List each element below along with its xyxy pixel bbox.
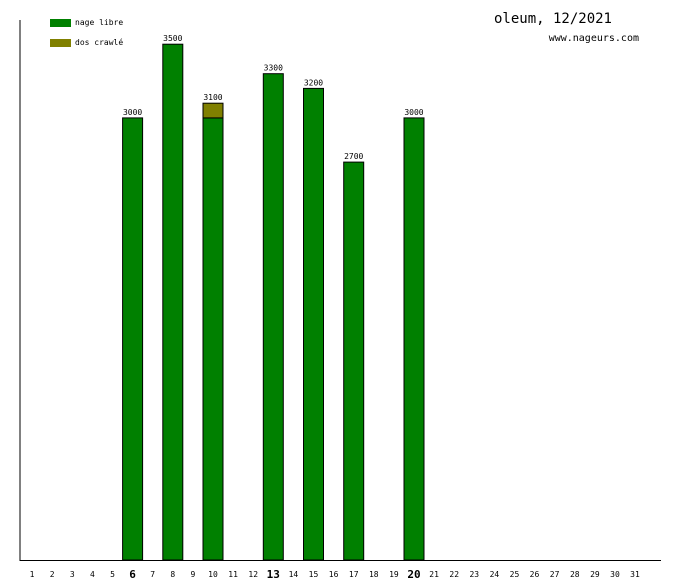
bar-nage-libre-day-20 [403,117,425,561]
x-tick-label-27: 27 [550,570,560,579]
x-tick-label-8: 8 [170,570,175,579]
legend-swatch-nage-libre [50,19,71,27]
bar-nage-libre-day-15 [303,87,324,561]
x-tick-label-6: 6 [129,568,136,580]
value-label-day-10: 3100 [203,93,222,102]
x-tick-label-21: 21 [429,570,439,579]
bar-nage-libre-day-6 [122,117,144,561]
x-tick-label-22: 22 [449,570,459,579]
x-tick-label-3: 3 [70,570,75,579]
value-label-day-15: 3200 [304,78,323,87]
x-tick-label-20: 20 [407,568,420,580]
x-tick-label-28: 28 [570,570,580,579]
x-tick-label-12: 12 [248,570,258,579]
x-tick-label-25: 25 [510,570,520,579]
value-label-day-13: 3300 [264,64,283,73]
value-label-day-8: 3500 [163,34,182,43]
legend-swatch-dos-crawle [50,39,71,47]
x-tick-label-13: 13 [267,568,280,580]
value-label-day-6: 3000 [123,108,142,117]
legend: nage libre dos crawlé [50,18,123,47]
legend-label-dos-crawle: dos crawlé [75,37,123,47]
bar-nage-libre-day-13 [262,73,284,561]
x-tick-label-9: 9 [190,570,195,579]
x-tick-label-31: 31 [630,570,640,579]
value-labels: 3000 3500 3100 3300 3200 2700 3000 [123,34,424,161]
bars [122,43,425,561]
x-tick-label-19: 19 [389,570,399,579]
bar-dos-crawle-day-10 [202,102,224,119]
chart-title: oleum, 12/2021 [494,11,612,27]
legend-label-nage-libre: nage libre [75,18,123,27]
bar-nage-libre-day-8 [162,43,184,561]
x-axis-tick-labels: 1 2 3 4 5 6 7 8 9 10 11 12 13 14 15 16 17 18 19 20 21 22 23 24 2… [30,568,640,580]
x-tick-label-5: 5 [110,570,115,579]
x-tick-label-17: 17 [349,570,359,579]
x-tick-label-23: 23 [469,570,479,579]
x-tick-label-15: 15 [309,570,319,579]
value-label-day-17: 2700 [344,152,363,161]
x-tick-label-30: 30 [610,570,620,579]
x-tick-label-11: 11 [228,570,238,579]
x-tick-label-7: 7 [150,570,155,579]
x-tick-label-16: 16 [329,570,339,579]
x-tick-label-4: 4 [90,570,95,579]
value-label-day-20: 3000 [404,108,423,117]
bar-nage-libre-day-17 [343,161,365,561]
site-url: www.nageurs.com [549,33,639,44]
x-tick-label-18: 18 [369,570,379,579]
bar-nage-libre-day-10 [202,117,224,561]
x-tick-label-29: 29 [590,570,600,579]
x-tick-label-10: 10 [208,570,218,579]
x-tick-label-26: 26 [530,570,540,579]
x-tick-label-2: 2 [50,570,55,579]
x-tick-label-1: 1 [30,570,35,579]
x-tick-label-24: 24 [490,570,500,579]
x-tick-label-14: 14 [289,570,299,579]
